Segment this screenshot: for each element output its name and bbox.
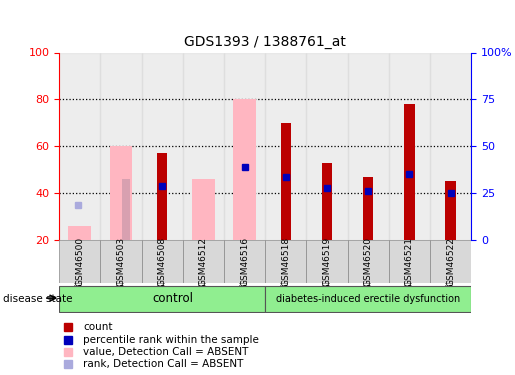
Text: GSM46522: GSM46522	[446, 237, 455, 286]
Bar	[142, 53, 183, 240]
FancyBboxPatch shape	[265, 286, 471, 312]
Text: value, Detection Call = ABSENT: value, Detection Call = ABSENT	[83, 347, 249, 357]
FancyBboxPatch shape	[389, 240, 430, 283]
Bar	[233, 99, 256, 240]
Text: percentile rank within the sample: percentile rank within the sample	[83, 334, 259, 345]
Bar	[322, 163, 332, 240]
Bar	[224, 53, 265, 240]
Text: GSM46520: GSM46520	[364, 237, 373, 286]
Text: GSM46518: GSM46518	[281, 237, 290, 286]
FancyBboxPatch shape	[59, 286, 265, 312]
FancyBboxPatch shape	[430, 240, 471, 283]
Text: diabetes-induced erectile dysfunction: diabetes-induced erectile dysfunction	[276, 294, 460, 303]
Bar	[183, 53, 224, 240]
Text: rank, Detection Call = ABSENT: rank, Detection Call = ABSENT	[83, 359, 244, 369]
FancyBboxPatch shape	[265, 240, 306, 283]
Text: count: count	[83, 322, 113, 332]
Bar	[306, 53, 348, 240]
Text: GSM46516: GSM46516	[240, 237, 249, 286]
Bar	[192, 179, 215, 240]
Bar	[122, 179, 130, 240]
Text: GSM46503: GSM46503	[116, 237, 126, 286]
Bar	[157, 153, 167, 240]
FancyBboxPatch shape	[142, 240, 183, 283]
Bar	[348, 53, 389, 240]
Bar	[389, 53, 430, 240]
Text: GSM46512: GSM46512	[199, 237, 208, 286]
Bar	[59, 53, 100, 240]
FancyBboxPatch shape	[348, 240, 389, 283]
Text: GSM46521: GSM46521	[405, 237, 414, 286]
Bar	[100, 53, 142, 240]
Text: GSM46519: GSM46519	[322, 237, 332, 286]
Bar	[445, 182, 456, 240]
Bar	[110, 146, 132, 240]
Bar	[363, 177, 373, 240]
Bar	[281, 123, 291, 240]
Title: GDS1393 / 1388761_at: GDS1393 / 1388761_at	[184, 35, 346, 49]
Text: disease state: disease state	[3, 294, 72, 304]
FancyBboxPatch shape	[183, 240, 224, 283]
FancyBboxPatch shape	[306, 240, 348, 283]
Text: GSM46500: GSM46500	[75, 237, 84, 286]
Bar	[430, 53, 471, 240]
Bar	[404, 104, 415, 240]
Text: control: control	[152, 292, 193, 305]
FancyBboxPatch shape	[224, 240, 265, 283]
Text: GSM46508: GSM46508	[158, 237, 167, 286]
FancyBboxPatch shape	[100, 240, 142, 283]
Bar	[68, 226, 91, 240]
Bar	[265, 53, 306, 240]
FancyBboxPatch shape	[59, 240, 100, 283]
